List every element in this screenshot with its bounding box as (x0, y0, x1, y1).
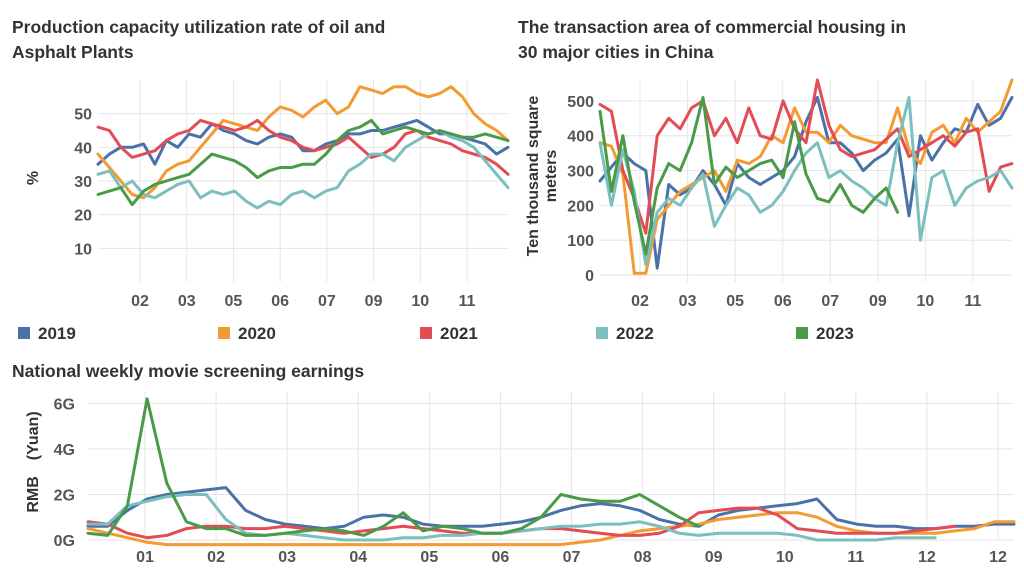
legend-swatch-2020 (218, 327, 230, 339)
y-tick-label: 6G (54, 396, 75, 413)
legend-swatch-2021 (420, 327, 432, 339)
chart-2-title-line-2: 30 major cities in China (518, 42, 714, 62)
x-tick-label: 10 (776, 549, 794, 566)
x-tick-label: 06 (774, 293, 792, 310)
legend-swatch-2019 (18, 327, 30, 339)
x-tick-label: 12 (989, 549, 1007, 566)
x-tick-label: 10 (917, 293, 935, 310)
legend-label-2022: 2022 (616, 324, 654, 343)
x-tick-label: 02 (131, 293, 149, 310)
x-tick-label: 11 (847, 549, 864, 566)
chart-2-ylabel-line-1: Ten thousand square (525, 96, 542, 257)
chart-capacity-utilization: Production capacity utilization rate of … (12, 17, 510, 310)
y-tick-label: 50 (74, 107, 92, 124)
x-tick-label: 04 (349, 549, 367, 566)
y-tick-label: 200 (567, 198, 594, 215)
legend-label-2019: 2019 (38, 324, 76, 343)
x-tick-label: 10 (411, 293, 429, 310)
series-line-2019 (86, 486, 1016, 531)
x-tick-label: 05 (726, 293, 744, 310)
chart-movie-earnings: National weekly movie screening earnings… (12, 361, 1016, 566)
chart-2-y-ticks: 0 100 200 300 400 500 (567, 94, 594, 285)
y-tick-label: 300 (567, 164, 594, 181)
x-tick-label: 09 (869, 293, 887, 310)
y-tick-label: 100 (567, 233, 594, 250)
x-tick-label: 11 (459, 293, 476, 310)
chart-3-y-ticks: 0G 2G 4G 6G (54, 396, 75, 550)
series-line-2020 (96, 85, 510, 200)
y-tick-label: 2G (54, 487, 75, 504)
y-tick-label: 20 (74, 208, 92, 225)
series-line-2021 (598, 78, 1014, 235)
legend-label-2021: 2021 (440, 324, 478, 343)
x-tick-label: 03 (278, 549, 296, 566)
series-line-2019 (598, 95, 1014, 270)
x-tick-label: 03 (679, 293, 697, 310)
legend-swatch-2022 (596, 327, 608, 339)
x-tick-label: 03 (178, 293, 196, 310)
y-tick-label: 4G (54, 442, 75, 459)
chart-housing-transaction: The transaction area of commercial housi… (518, 17, 1014, 310)
chart-1-series (96, 85, 510, 210)
y-tick-label: 30 (74, 174, 92, 191)
x-tick-label: 06 (271, 293, 289, 310)
chart-2-x-ticks: 02 03 05 06 07 09 10 11 (631, 293, 981, 310)
y-tick-label: 10 (74, 241, 92, 258)
y-tick-label: 400 (567, 129, 594, 146)
x-tick-label: 09 (365, 293, 383, 310)
x-tick-label: 07 (563, 549, 581, 566)
x-tick-label: 08 (634, 549, 652, 566)
series-line-2020 (598, 78, 1014, 275)
series-line-2022 (598, 95, 1014, 267)
chart-3-ylabel: RMB (Yuan) (25, 411, 42, 512)
x-tick-label: 06 (492, 549, 510, 566)
y-tick-label: 0G (54, 533, 75, 550)
x-tick-label: 12 (918, 549, 936, 566)
y-tick-label: 0 (585, 268, 594, 285)
x-tick-label: 09 (705, 549, 723, 566)
shared-legend: 2019 2020 2021 2022 2023 (18, 324, 854, 343)
y-tick-label: 500 (567, 94, 594, 111)
series-line-2020 (86, 511, 1016, 547)
chart-2-ylabel-line-2: meters (543, 150, 560, 203)
legend-swatch-2023 (796, 327, 808, 339)
legend-label-2020: 2020 (238, 324, 276, 343)
x-tick-label: 11 (965, 293, 982, 310)
chart-1-y-ticks: 10 20 30 40 50 (74, 107, 92, 259)
x-tick-label: 02 (631, 293, 649, 310)
x-tick-label: 07 (821, 293, 839, 310)
chart-2-series (598, 78, 1014, 275)
series-line-2023 (598, 95, 900, 256)
x-tick-label: 02 (207, 549, 225, 566)
chart-3-series (86, 397, 1016, 547)
x-tick-label: 07 (318, 293, 336, 310)
series-line-2023 (96, 118, 510, 207)
x-tick-label: 05 (420, 549, 438, 566)
series-line-2021 (96, 118, 510, 176)
x-tick-label: 05 (225, 293, 243, 310)
x-tick-label: 01 (136, 549, 154, 566)
legend-label-2023: 2023 (816, 324, 854, 343)
chart-2-title-line-1: The transaction area of commercial housi… (518, 17, 906, 37)
y-tick-label: 40 (74, 140, 92, 157)
series-line-2023 (86, 397, 701, 537)
chart-3-x-ticks: 01 02 03 04 05 06 07 08 09 10 11 12 12 (136, 549, 1007, 566)
chart-1-title-line-2: Asphalt Plants (12, 42, 134, 62)
chart-1-ylabel: % (25, 171, 42, 185)
chart-1-x-ticks: 02 03 05 06 07 09 10 11 (131, 293, 475, 310)
chart-3-title: National weekly movie screening earnings (12, 361, 364, 381)
chart-3-gridlines (88, 392, 1014, 541)
chart-1-title-line-1: Production capacity utilization rate of … (12, 17, 385, 37)
